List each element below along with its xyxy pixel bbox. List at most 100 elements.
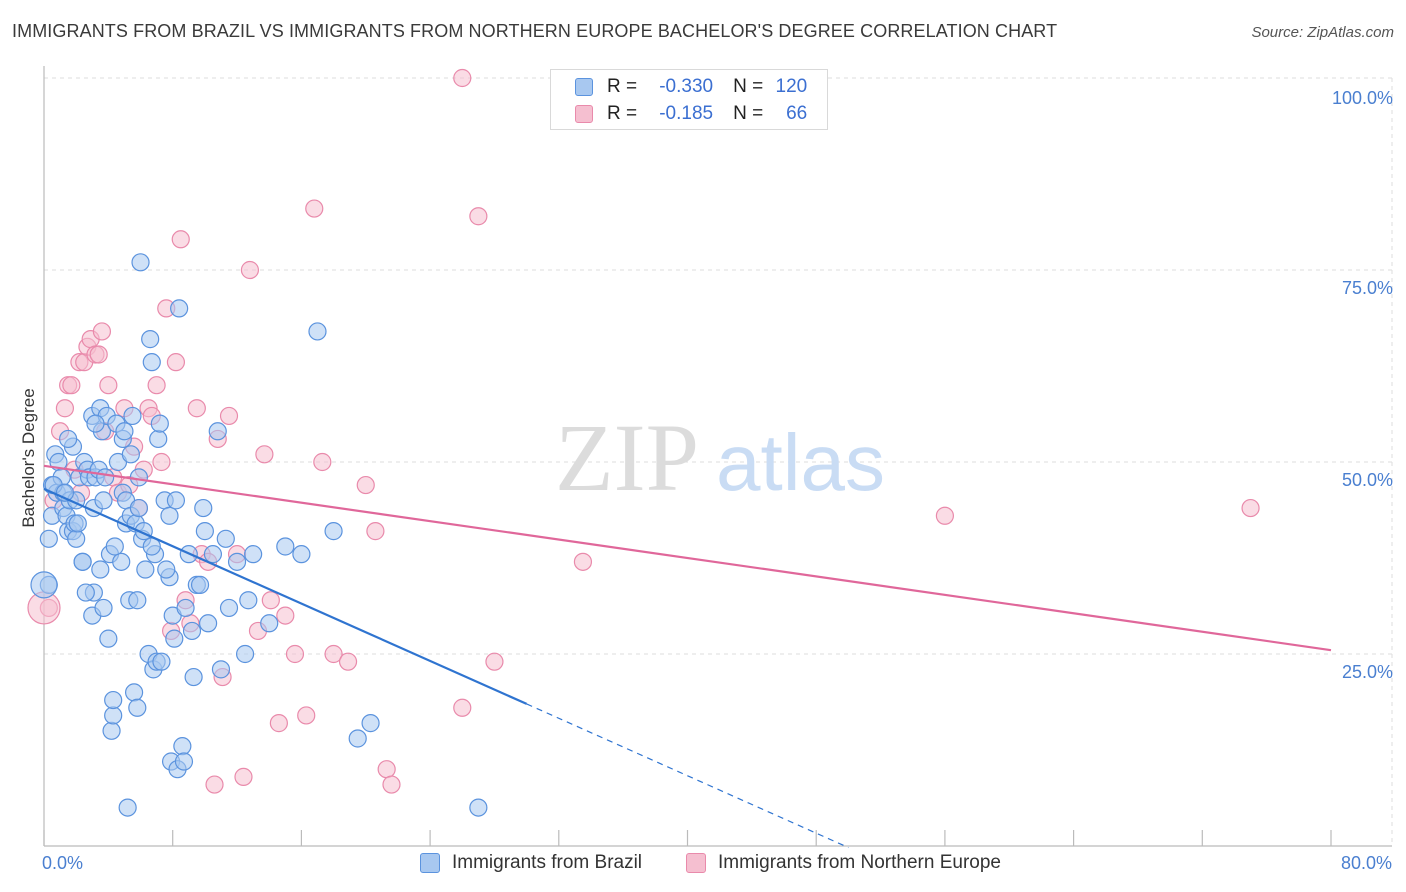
chart-title: IMMIGRANTS FROM BRAZIL VS IMMIGRANTS FRO… xyxy=(12,21,1058,41)
brazil-point xyxy=(227,552,247,571)
brazil-point xyxy=(142,353,161,372)
brazil-point xyxy=(115,422,134,441)
legend: R = -0.330 N = 120 R = -0.185 N = 66 xyxy=(550,69,828,130)
europe-point xyxy=(187,399,206,418)
brazil-point xyxy=(165,629,184,648)
trend-lines xyxy=(43,464,1332,849)
europe-point xyxy=(305,199,324,218)
legend-n-label: N = xyxy=(733,103,764,124)
brazil-trend-extension xyxy=(526,703,849,849)
brazil-point xyxy=(235,644,255,664)
brazil-point xyxy=(195,522,214,541)
europe-point xyxy=(171,230,190,249)
legend-swatch-europe xyxy=(575,105,593,123)
legend-n-label: N = xyxy=(733,76,764,97)
brazil-point xyxy=(86,414,105,433)
europe-point xyxy=(297,706,316,725)
brazil-point xyxy=(219,598,239,618)
bottom-legend-swatch-europe xyxy=(686,853,706,873)
watermark-zip: ZIP xyxy=(555,404,699,511)
europe-point xyxy=(255,445,274,464)
brazil-point xyxy=(184,667,203,687)
europe-point xyxy=(338,652,358,671)
brazil-point xyxy=(59,429,78,449)
brazil-point xyxy=(176,598,195,618)
europe-point xyxy=(313,452,332,472)
y-tick-label: 25.0% xyxy=(1342,662,1393,682)
brazil-point xyxy=(308,322,327,341)
brazil-point xyxy=(39,529,58,548)
europe-point xyxy=(276,606,295,625)
brazil-point xyxy=(131,253,150,272)
bottom-legend-item-europe: Immigrants from Northern Europe xyxy=(686,852,1001,874)
europe-point xyxy=(382,775,401,794)
europe-point xyxy=(99,376,118,395)
y-tick-labels: 25.0% 50.0% 75.0% 100.0% xyxy=(1332,88,1393,682)
brazil-point xyxy=(118,798,137,817)
brazil-point xyxy=(73,552,92,571)
y-axis-label: Bachelor's Degree xyxy=(19,388,38,527)
brazil-point xyxy=(260,614,279,633)
brazil-point xyxy=(76,583,95,602)
europe-point xyxy=(356,475,375,495)
bottom-legend-label-brazil: Immigrants from Brazil xyxy=(452,852,643,873)
europe-point xyxy=(152,452,171,472)
brazil-point xyxy=(68,514,87,533)
europe-point xyxy=(205,775,224,794)
europe-point xyxy=(92,322,112,341)
brazil-point xyxy=(166,491,186,510)
europe-point xyxy=(573,552,593,571)
bottom-legend-swatch-brazil xyxy=(420,853,440,873)
legend-row-europe: R = -0.185 N = 66 xyxy=(575,102,807,126)
brazil-point xyxy=(208,422,227,441)
brazil-point xyxy=(30,571,58,599)
x-tick-label-max: 80.0% xyxy=(1341,853,1392,873)
brazil-point xyxy=(149,429,168,449)
brazil-trend-line xyxy=(43,487,528,705)
brazil-point xyxy=(105,537,124,556)
europe-trend-line xyxy=(43,464,1332,652)
brazil-point xyxy=(160,506,179,525)
europe-point xyxy=(453,698,472,717)
legend-n-value-brazil: 120 xyxy=(775,76,808,97)
brazil-point xyxy=(102,721,121,740)
europe-point xyxy=(240,260,260,280)
brazil-point xyxy=(129,498,149,518)
bottom-legend: Immigrants from Brazil Immigrants from N… xyxy=(0,852,1406,876)
watermark-atlas: atlas xyxy=(716,418,885,507)
brazil-point xyxy=(198,614,218,633)
brazil-point xyxy=(216,529,235,548)
brazil-point xyxy=(121,445,140,464)
brazil-point xyxy=(239,591,258,610)
brazil-point xyxy=(361,714,380,733)
europe-point xyxy=(377,760,396,779)
axes xyxy=(43,66,1392,847)
europe-point xyxy=(453,68,472,88)
brazil-point xyxy=(152,652,171,671)
x-tick-label-min: 0.0% xyxy=(42,853,83,873)
brazil-point xyxy=(276,537,295,556)
brazil-point xyxy=(104,690,123,710)
europe-point xyxy=(147,376,166,395)
brazil-point xyxy=(91,560,110,579)
brazil-point xyxy=(173,737,192,756)
brazil-point xyxy=(211,660,231,679)
brazil-point xyxy=(96,468,115,487)
brazil-point xyxy=(94,598,113,618)
europe-point xyxy=(269,714,288,733)
europe-point xyxy=(1241,498,1260,518)
bottom-legend-label-europe: Immigrants from Northern Europe xyxy=(718,852,1001,873)
brazil-point xyxy=(141,330,160,349)
brazil-point xyxy=(129,468,149,487)
europe-point xyxy=(261,591,280,610)
brazil-point xyxy=(190,575,210,594)
brazil-point xyxy=(94,491,113,510)
brazil-point xyxy=(182,621,202,641)
europe-point xyxy=(324,644,343,664)
legend-swatch-brazil xyxy=(575,78,593,96)
y-tick-label: 75.0% xyxy=(1342,278,1393,298)
europe-point xyxy=(62,376,81,395)
bottom-legend-item-brazil: Immigrants from Brazil xyxy=(420,852,642,874)
europe-point xyxy=(55,399,75,418)
brazil-point xyxy=(112,552,131,571)
